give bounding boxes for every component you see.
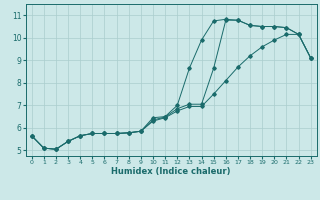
X-axis label: Humidex (Indice chaleur): Humidex (Indice chaleur) [111,167,231,176]
